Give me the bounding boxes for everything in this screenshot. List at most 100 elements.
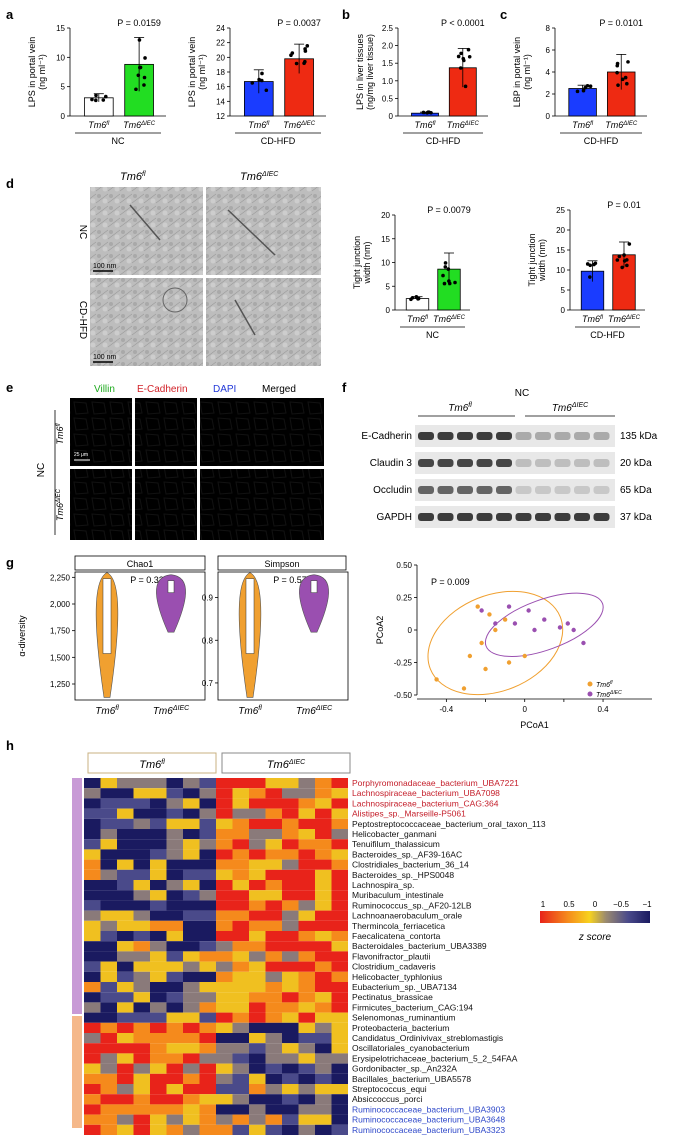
heatmap-cell [315,1033,332,1044]
heatmap-cell [315,931,332,942]
heatmap-cell [315,1012,332,1023]
heatmap-cell [84,880,101,891]
heatmap-cell [232,890,249,901]
heatmap-cell [100,1043,117,1054]
heatmap-col-fl-box [87,752,217,774]
diet-label: CD-HFD [261,136,296,146]
species-label: Ruminococcus_sp._AF20-12LB [352,900,472,910]
zscore-ticks: 1 0.5 0 −0.5 −1 [541,900,652,909]
x-group-name: Tm6 [296,706,316,717]
point-fl [434,677,439,682]
wb-band [418,459,434,467]
heatmap-cell [166,1063,183,1074]
ellipse-iec [484,592,604,657]
heatmap-cell [100,900,117,911]
wb-band [496,513,512,521]
heatmap-cell [265,849,282,860]
heatmap-cell [133,1002,150,1013]
panel-letter-g: g [6,555,14,570]
y-tick-label: 1.5 [382,59,394,68]
em-scale-text-1: 100 nm [93,263,117,270]
heatmap-cell [315,808,332,819]
wb-band [457,486,473,494]
p-value: P = 0.009 [431,577,470,587]
species-label: Helicobacter_ganmani [352,829,437,839]
data-point [585,84,590,88]
species-label: Ruminococcaceae_bacterium_UBA3903 [352,1104,505,1114]
chart-g3-pcoa: 0.50 0.25 0 -0.25 -0.50 -0.4 0 0.4 PCoA1 PCoA2 P =… [375,561,652,730]
wb-band [496,432,512,440]
heatmap-cell [150,1094,167,1105]
heatmap-cell [133,818,150,829]
heatmap-cell [232,859,249,870]
heatmap-cell [282,961,299,972]
heatmap-cell [249,890,266,901]
y-tick-label: 15 [556,246,565,255]
heatmap-cell [331,808,348,819]
heatmap-cell [282,859,299,870]
wb-band [457,459,473,467]
em-junction-lines [129,204,276,336]
point-fl [461,686,467,691]
y-tick-label: 20 [556,226,565,235]
y-tick-label: 6 [546,46,551,55]
heatmap-cell [84,1114,101,1125]
heatmap-cell [117,900,134,911]
wb-band [593,513,610,521]
heatmap-cell [199,982,216,993]
heatmap-cell [150,941,167,952]
heatmap-cell [117,818,134,829]
data-point [250,81,255,85]
heatmap-cell [265,778,282,789]
x-tick-label: -0.4 [439,705,453,714]
heatmap-cell [100,1012,117,1023]
heatmap-cell [133,849,150,860]
heatmap-cell [117,1094,134,1105]
heatmap-cell [216,920,233,931]
heatmap-cell [265,869,282,880]
wb-band [418,432,434,440]
heatmap-cell [133,890,150,901]
data-point [588,263,593,268]
y-tick-label: 1,250 [50,680,71,689]
heatmap-cell [166,849,183,860]
wb-membrane [415,479,615,501]
heatmap-cell [199,941,216,952]
x-group-name: Tm6 [283,120,301,130]
diet-label: NC [112,136,125,146]
heatmap-cell [183,880,200,891]
x-group-name: Tm6 [608,314,626,324]
legend-name: Tm6 [596,692,610,699]
heatmap-cell [183,1002,200,1013]
y-axis-label-line: width (nm) [362,241,372,284]
heatmap-cell [100,982,117,993]
y-tick-label: 15 [56,24,65,33]
y-axis-label: LBP in portal vein(ng ml⁻¹) [512,37,532,107]
boxplot-fl [102,578,112,654]
heatmap-cell [216,982,233,993]
heatmap-cell [232,798,249,809]
x-group-name: Tm6 [415,120,433,130]
wb-band [457,432,473,440]
legend-marker-iec [587,691,593,697]
heatmap-cell [117,920,134,931]
heatmap-cell [232,961,249,972]
if-merged-iec [262,469,324,540]
heatmap-cell [331,910,348,921]
heatmap-cell [117,890,134,901]
heatmap-cell [166,1114,183,1125]
heatmap-cell [199,971,216,982]
data-point [592,262,596,267]
data-point [134,87,138,92]
heatmap-cell [298,1022,315,1033]
heatmap-cell [232,849,249,860]
heatmap-cell [331,778,348,789]
wb-group-fl: Tm6fl [448,402,472,414]
heatmap-cell [84,982,101,993]
x-group-sup: fl [258,705,262,712]
heatmap-cell [150,1043,167,1054]
heatmap-cell [298,859,315,870]
heatmap-cell [133,941,150,952]
species-label: Muribaculum_intestinale [352,890,444,900]
species-label: Clostridium_cadaveris [352,962,436,972]
